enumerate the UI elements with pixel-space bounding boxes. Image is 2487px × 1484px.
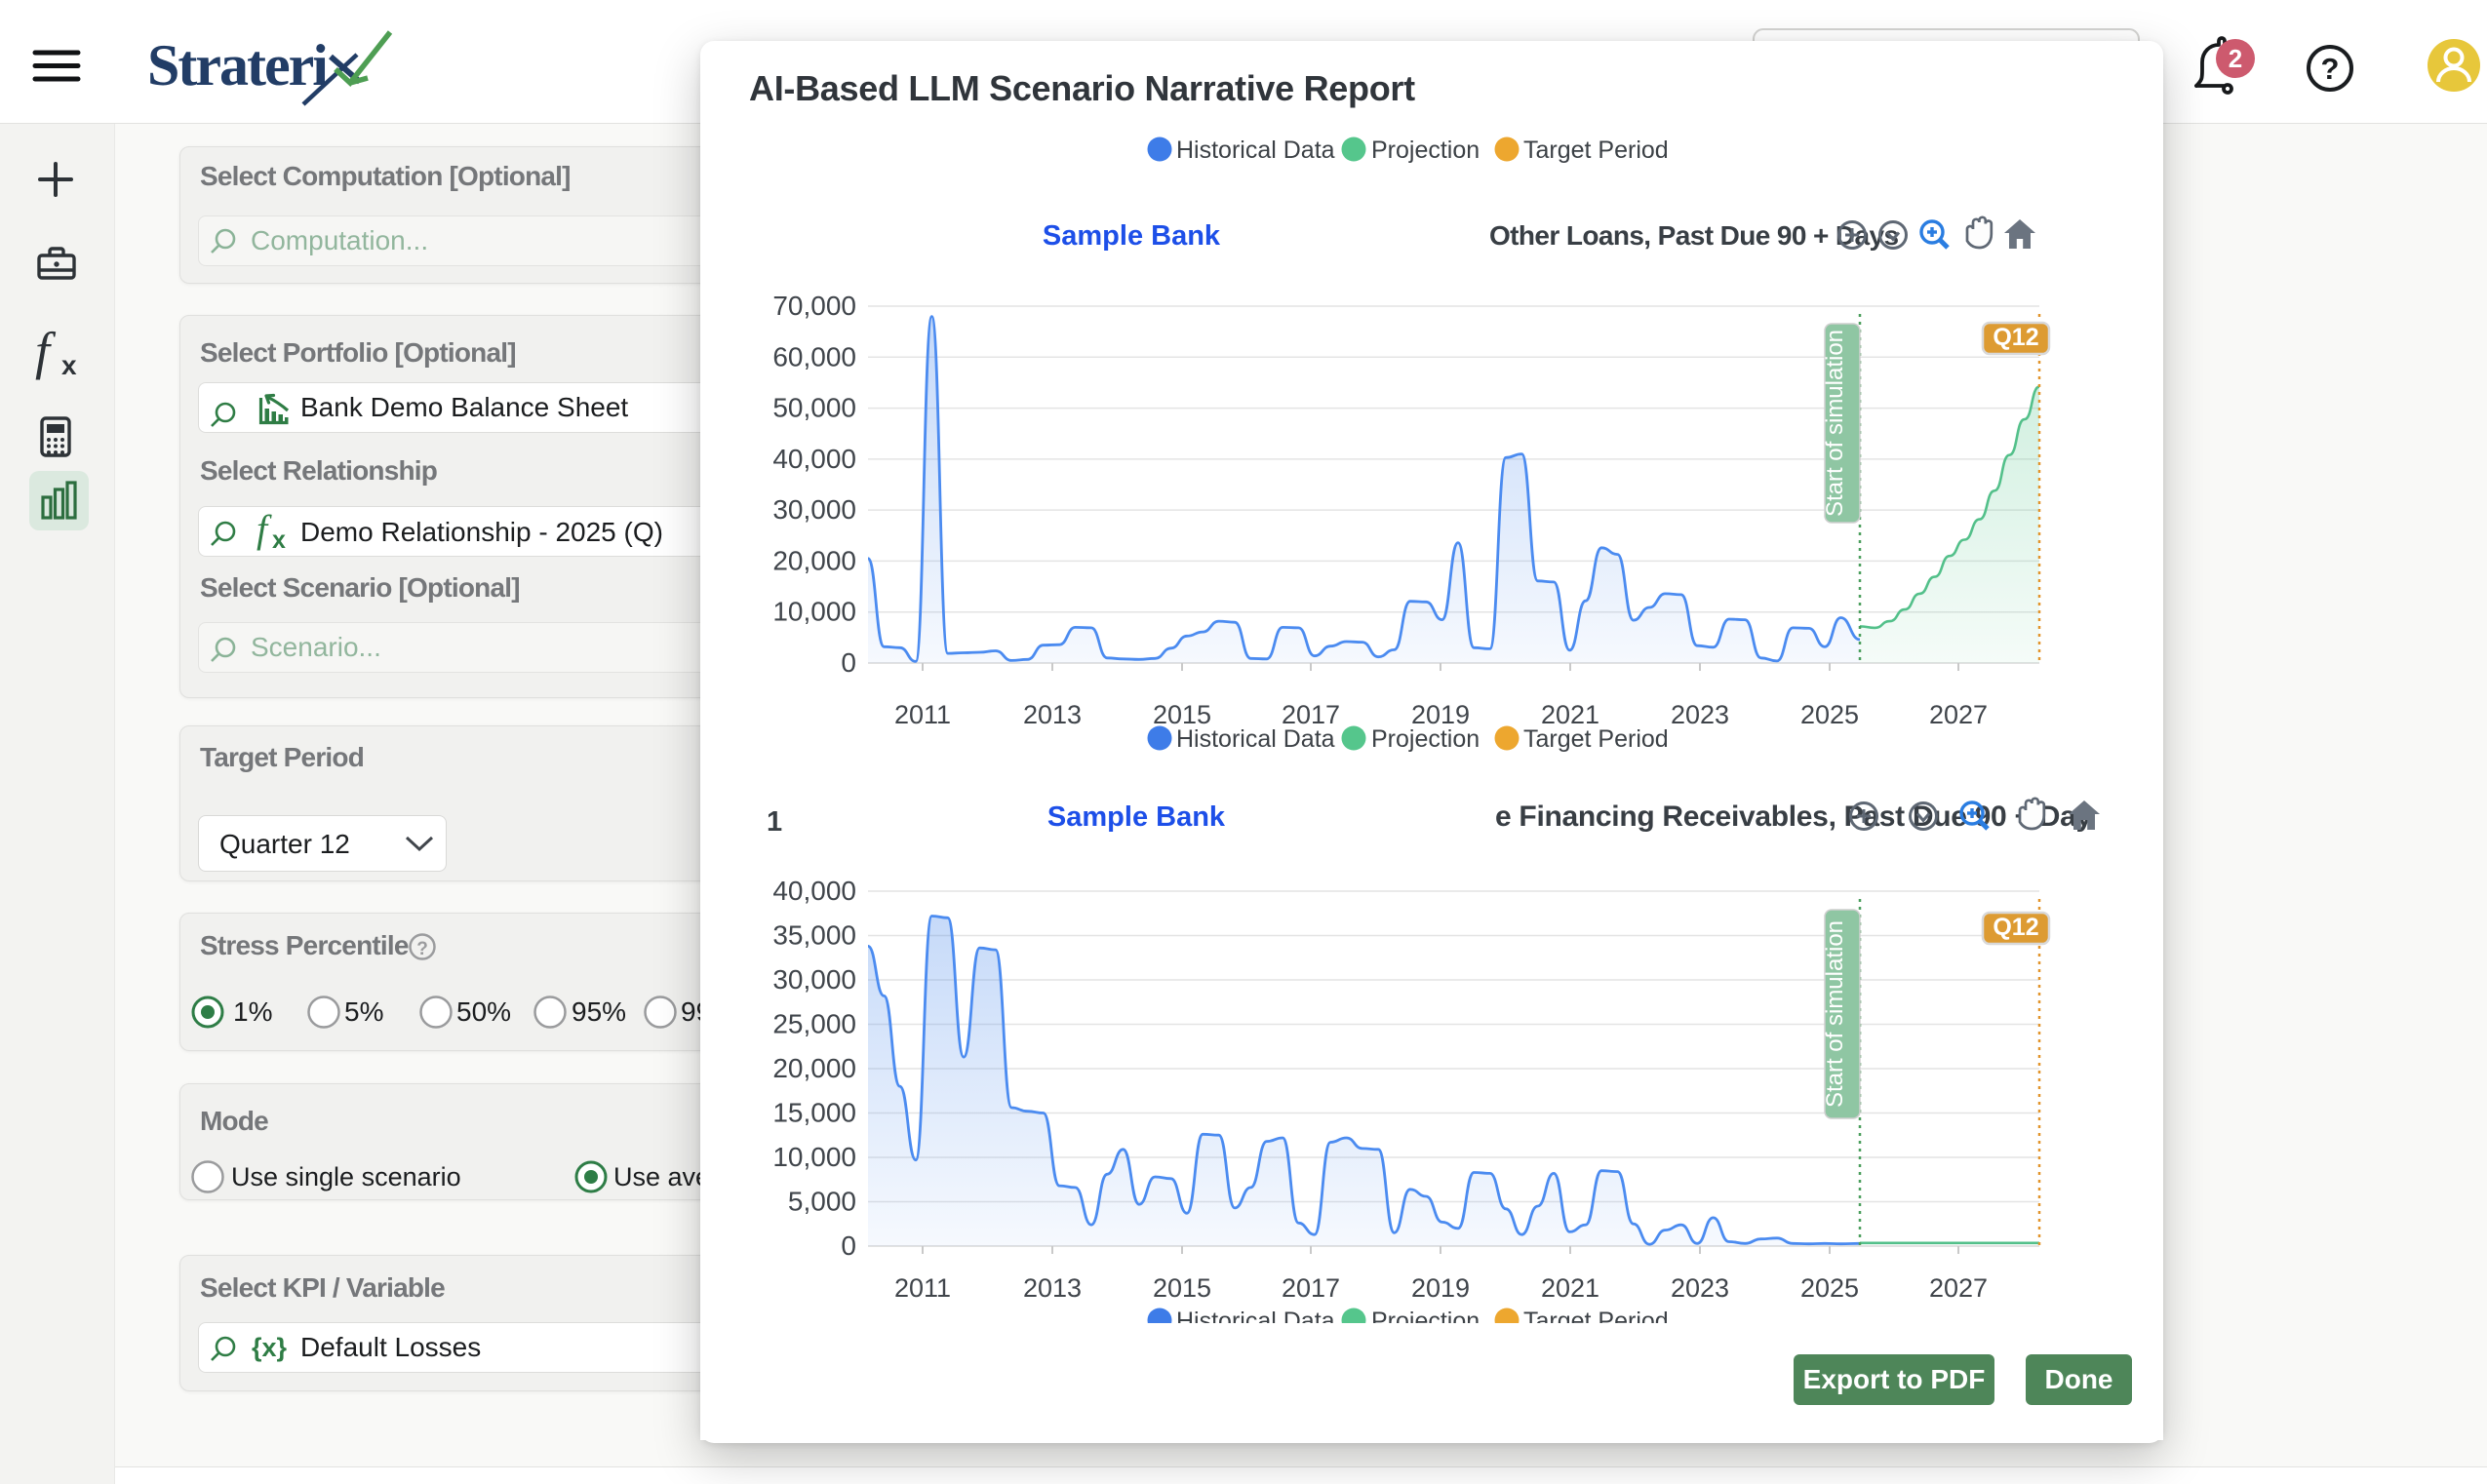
svg-text:35,000: 35,000 bbox=[772, 920, 856, 951]
svg-text:50,000: 50,000 bbox=[772, 393, 856, 423]
svg-text:Start of simulation: Start of simulation bbox=[1822, 330, 1848, 517]
svg-text:30,000: 30,000 bbox=[772, 964, 856, 995]
svg-text:1: 1 bbox=[767, 806, 782, 838]
svg-text:25,000: 25,000 bbox=[772, 1009, 856, 1039]
svg-text:Bank Demo Balance Sheet: Bank Demo Balance Sheet bbox=[300, 392, 628, 422]
svg-text:2021: 2021 bbox=[1541, 1273, 1599, 1303]
svg-text:2: 2 bbox=[2229, 44, 2242, 73]
svg-text:?: ? bbox=[2321, 52, 2340, 86]
svg-text:5,000: 5,000 bbox=[788, 1187, 856, 1217]
svg-text:2013: 2013 bbox=[1023, 700, 1082, 729]
svg-text:Sample Bank: Sample Bank bbox=[1043, 220, 1221, 252]
svg-text:?: ? bbox=[416, 939, 428, 959]
svg-text:Q12: Q12 bbox=[1993, 914, 2038, 941]
svg-text:Target Period: Target Period bbox=[1523, 725, 1669, 753]
svg-text:20,000: 20,000 bbox=[772, 545, 856, 575]
svg-text:99%: 99% bbox=[681, 996, 702, 1027]
svg-text:Q12: Q12 bbox=[1993, 324, 2038, 351]
svg-text:{x}: {x} bbox=[252, 1333, 288, 1362]
svg-text:2015: 2015 bbox=[1153, 1273, 1211, 1303]
svg-text:50%: 50% bbox=[456, 996, 511, 1027]
svg-text:x: x bbox=[272, 527, 286, 554]
svg-text:2027: 2027 bbox=[1929, 1273, 1988, 1303]
svg-text:Historical Data: Historical Data bbox=[1176, 137, 1335, 164]
svg-text:2011: 2011 bbox=[894, 700, 951, 729]
svg-text:Strateri: Strateri bbox=[147, 33, 328, 98]
svg-text:40,000: 40,000 bbox=[772, 444, 856, 474]
svg-text:Historical Data: Historical Data bbox=[1176, 725, 1335, 753]
svg-text:Use average of sce: Use average of sce bbox=[613, 1162, 702, 1191]
svg-text:Default Losses: Default Losses bbox=[300, 1332, 481, 1362]
svg-text:5%: 5% bbox=[344, 996, 383, 1027]
svg-text:Computation...: Computation... bbox=[251, 225, 428, 255]
svg-text:Target Period: Target Period bbox=[1523, 137, 1669, 164]
svg-text:60,000: 60,000 bbox=[772, 341, 856, 371]
svg-text:f: f bbox=[257, 507, 272, 551]
svg-text:Demo Relationship - 2025 (Q): Demo Relationship - 2025 (Q) bbox=[300, 517, 663, 547]
svg-text:95%: 95% bbox=[572, 996, 626, 1027]
svg-text:20,000: 20,000 bbox=[772, 1053, 856, 1083]
svg-text:Use single scenario: Use single scenario bbox=[231, 1162, 461, 1191]
svg-text:10,000: 10,000 bbox=[772, 1142, 856, 1172]
svg-text:0: 0 bbox=[841, 1230, 856, 1261]
svg-text:2023: 2023 bbox=[1671, 1273, 1729, 1303]
svg-text:40,000: 40,000 bbox=[772, 876, 856, 906]
svg-text:2025: 2025 bbox=[1800, 1273, 1859, 1303]
svg-text:Other Loans, Past Due 90 + Day: Other Loans, Past Due 90 + Days bbox=[1489, 220, 1898, 251]
svg-text:Scenario...: Scenario... bbox=[251, 632, 381, 662]
svg-text:2023: 2023 bbox=[1671, 700, 1729, 729]
svg-text:10,000: 10,000 bbox=[772, 597, 856, 627]
svg-text:2017: 2017 bbox=[1282, 700, 1340, 729]
svg-text:Quarter 12: Quarter 12 bbox=[219, 829, 350, 859]
svg-text:2015: 2015 bbox=[1153, 700, 1211, 729]
svg-text:2013: 2013 bbox=[1023, 1273, 1082, 1303]
svg-text:2025: 2025 bbox=[1800, 700, 1859, 729]
svg-text:70,000: 70,000 bbox=[772, 291, 856, 321]
svg-text:2027: 2027 bbox=[1929, 700, 1988, 729]
svg-text:Projection: Projection bbox=[1371, 725, 1480, 753]
svg-text:2017: 2017 bbox=[1282, 1273, 1340, 1303]
svg-text:x: x bbox=[61, 350, 77, 380]
svg-text:30,000: 30,000 bbox=[772, 494, 856, 525]
svg-text:1%: 1% bbox=[233, 996, 272, 1027]
svg-text:Start of simulation: Start of simulation bbox=[1822, 920, 1848, 1108]
svg-text:2019: 2019 bbox=[1411, 1273, 1470, 1303]
svg-text:Sample Bank: Sample Bank bbox=[1047, 801, 1226, 833]
svg-text:e Financing Receivables, Past: e Financing Receivables, Past Due 90 + D… bbox=[1495, 801, 2092, 833]
svg-text:0: 0 bbox=[841, 647, 856, 678]
svg-text:2021: 2021 bbox=[1541, 700, 1599, 729]
svg-text:2011: 2011 bbox=[894, 1273, 951, 1303]
svg-text:15,000: 15,000 bbox=[772, 1098, 856, 1128]
svg-text:Projection: Projection bbox=[1371, 137, 1480, 164]
svg-text:2019: 2019 bbox=[1411, 700, 1470, 729]
